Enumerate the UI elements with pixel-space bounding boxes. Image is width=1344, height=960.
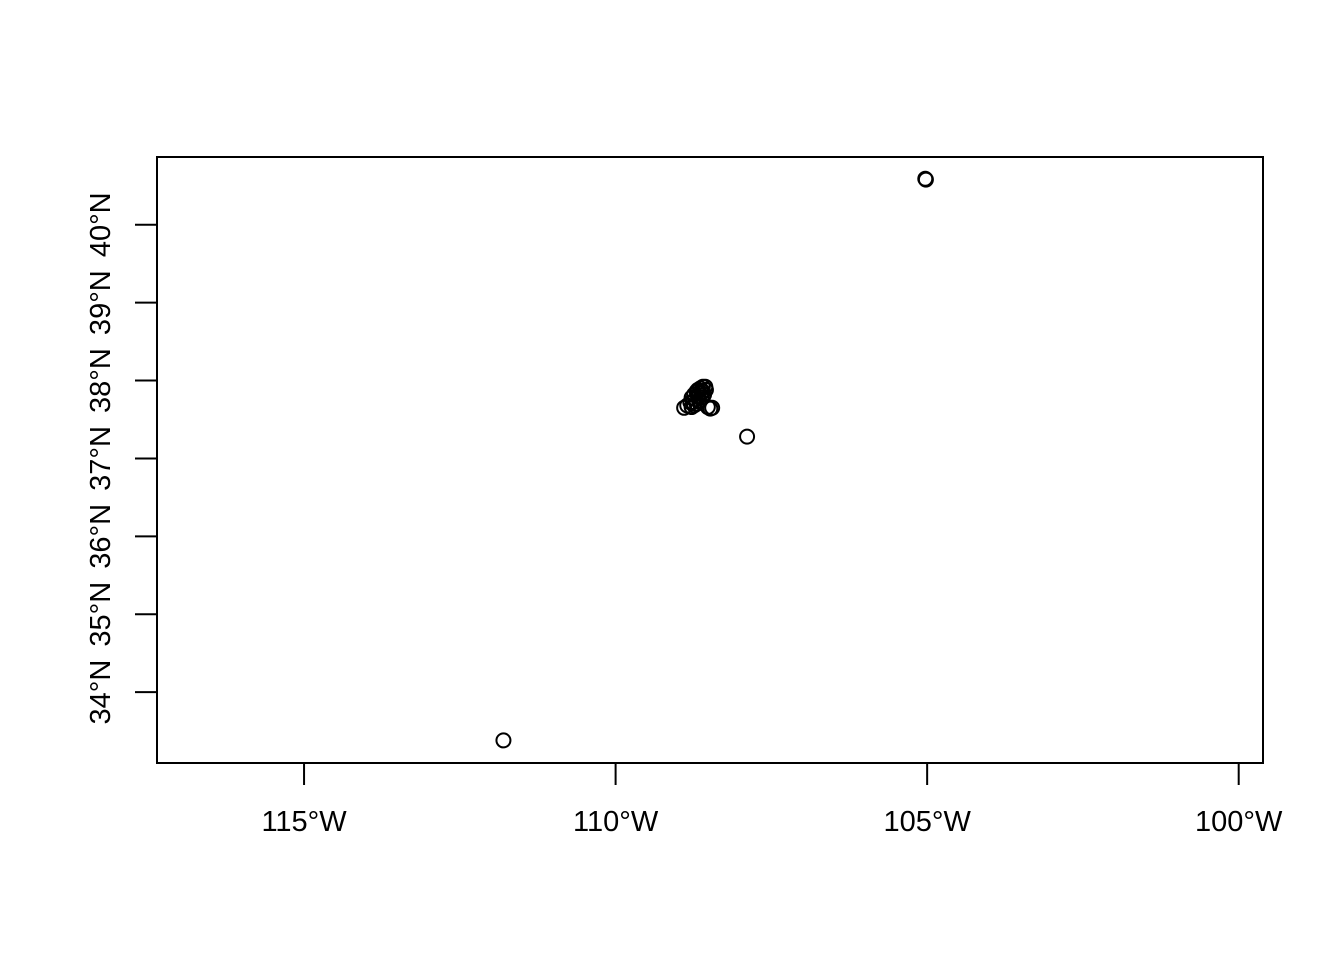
y-axis: 34°N 35°N 36°N 37°N 38°N 39°N 40°N [85,192,158,725]
x-tick-label: 100°W [1195,806,1283,838]
data-point [495,732,512,749]
x-tick-label: 110°W [573,806,659,838]
data-point [693,385,710,402]
y-tick-label: 38°N [85,348,117,413]
data-point [917,170,934,187]
y-tick-label: 36°N [85,504,117,569]
y-tick-label: 39°N [85,270,117,335]
data-point [704,399,721,416]
x-tick-label: 115°W [261,806,347,838]
data-points [495,170,934,749]
plot-frame [156,156,1264,764]
x-tick-label: 105°W [883,806,971,838]
data-point [689,388,706,405]
x-axis: 115°W 110°W 105°W 100°W [261,762,1283,838]
data-point [694,383,711,400]
y-tick-label: 37°N [85,426,117,491]
data-point [739,428,756,445]
y-tick-label: 35°N [85,582,117,647]
y-tick-label: 40°N [85,192,117,257]
y-tick-label: 34°N [85,660,117,725]
